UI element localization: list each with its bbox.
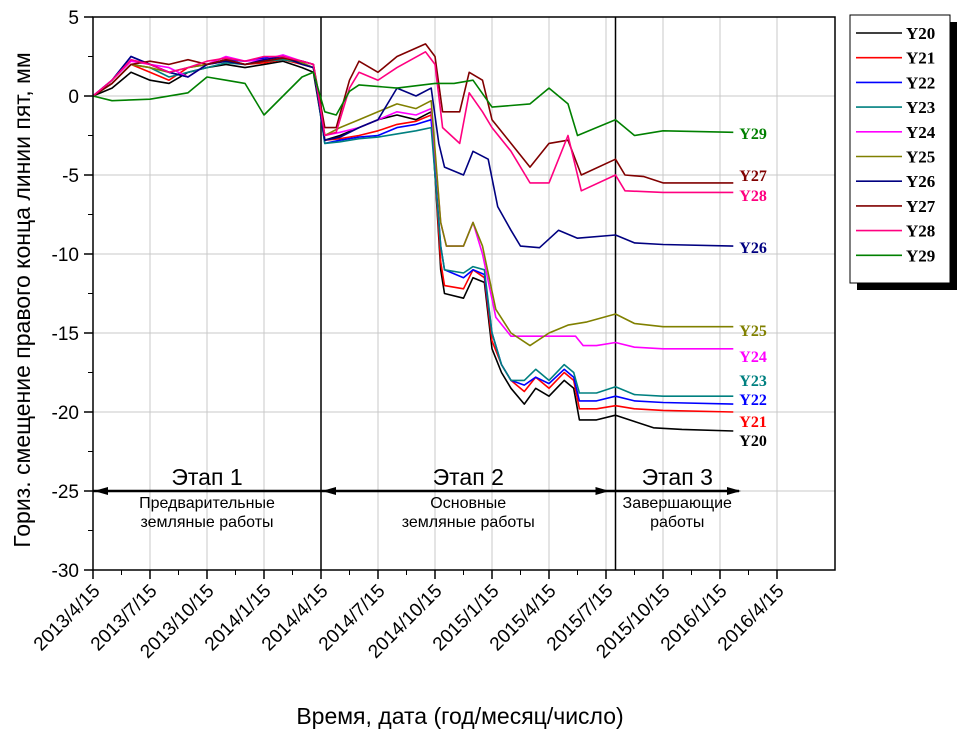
end-label-y24: Y24 bbox=[739, 349, 767, 366]
legend-entry-y25: Y25 bbox=[906, 148, 935, 167]
legend-entry-y20: Y20 bbox=[906, 24, 935, 43]
legend-entry-y23: Y23 bbox=[906, 98, 935, 117]
series-line-y24 bbox=[92, 54, 734, 350]
end-label-y20: Y20 bbox=[739, 433, 767, 450]
end-label-y26: Y26 bbox=[739, 240, 767, 257]
phase-description-line2: земляные работы bbox=[140, 514, 273, 531]
series-line-y27 bbox=[92, 43, 734, 184]
legend-entry-y24: Y24 bbox=[906, 123, 936, 142]
end-label-y25: Y25 bbox=[739, 323, 767, 340]
end-label-y28: Y28 bbox=[739, 188, 767, 205]
series-line-y26 bbox=[92, 55, 734, 249]
legend-entry-y26: Y26 bbox=[906, 172, 935, 191]
phase-label-1: Этап 1 Предварительные земляные работы bbox=[139, 464, 275, 531]
end-label-y21: Y21 bbox=[739, 414, 767, 431]
phase-label-2: Этап 2 Основные земляные работы bbox=[402, 464, 535, 531]
phase-title: Этап 1 bbox=[171, 464, 242, 490]
series-lines bbox=[92, 43, 734, 432]
phase-label-3: Этап 3 Завершающие работы bbox=[623, 464, 733, 531]
end-label-y29: Y29 bbox=[739, 126, 767, 143]
phase-description-line2: работы bbox=[650, 514, 704, 531]
legend-entry-y29: Y29 bbox=[906, 246, 935, 265]
series-line-y23 bbox=[92, 58, 734, 398]
y-tick-label: -30 bbox=[52, 561, 79, 582]
phase-description-line1: Основные bbox=[430, 495, 506, 512]
phase-title: Этап 3 bbox=[642, 464, 713, 490]
phase-description-line2: земляные работы bbox=[402, 514, 535, 531]
end-label-y27: Y27 bbox=[739, 168, 767, 185]
series-line-y25 bbox=[92, 57, 734, 347]
arrow-right-icon bbox=[595, 487, 610, 495]
legend-box bbox=[849, 14, 951, 284]
series-line-y21 bbox=[92, 58, 734, 413]
y-tick-label: 5 bbox=[68, 8, 79, 29]
arrow-left-icon bbox=[322, 487, 336, 495]
y-tick-label: -15 bbox=[52, 324, 79, 345]
series-line-y20 bbox=[92, 60, 734, 432]
legend: Y20 Y21 Y22 Y23 Y24 Y25 Y26 Y27 Y28 Y29 bbox=[849, 14, 957, 290]
x-axis-label: Время, дата (год/месяц/число) bbox=[296, 703, 623, 729]
y-tick-label: -10 bbox=[52, 245, 79, 266]
series-line-y29 bbox=[92, 71, 734, 137]
y-tick-label: 0 bbox=[68, 87, 79, 108]
phase-description-line1: Предварительные bbox=[139, 495, 275, 512]
phase-title: Этап 2 bbox=[433, 464, 504, 490]
arrow-right-icon bbox=[727, 487, 741, 495]
arrow-left-icon bbox=[94, 487, 108, 495]
y-tick-label: -5 bbox=[62, 166, 79, 187]
y-axis-label: Гориз. смещение правого конца линии пят,… bbox=[9, 52, 35, 547]
series-end-labels: Y20 Y21 Y22 Y23 Y24 Y25 Y26 Y27 Y28 Y29 bbox=[739, 126, 767, 450]
y-tick-label: -25 bbox=[52, 482, 79, 503]
phase-description-line1: Завершающие bbox=[623, 495, 733, 512]
end-label-y22: Y22 bbox=[739, 392, 767, 409]
legend-entry-y27: Y27 bbox=[906, 197, 936, 216]
legend-entry-y21: Y21 bbox=[906, 49, 935, 68]
series-line-y28 bbox=[92, 50, 734, 194]
legend-entry-y22: Y22 bbox=[906, 73, 935, 92]
legend-entry-y28: Y28 bbox=[906, 222, 935, 241]
y-tick-label: -20 bbox=[52, 403, 79, 424]
end-label-y23: Y23 bbox=[739, 373, 767, 390]
